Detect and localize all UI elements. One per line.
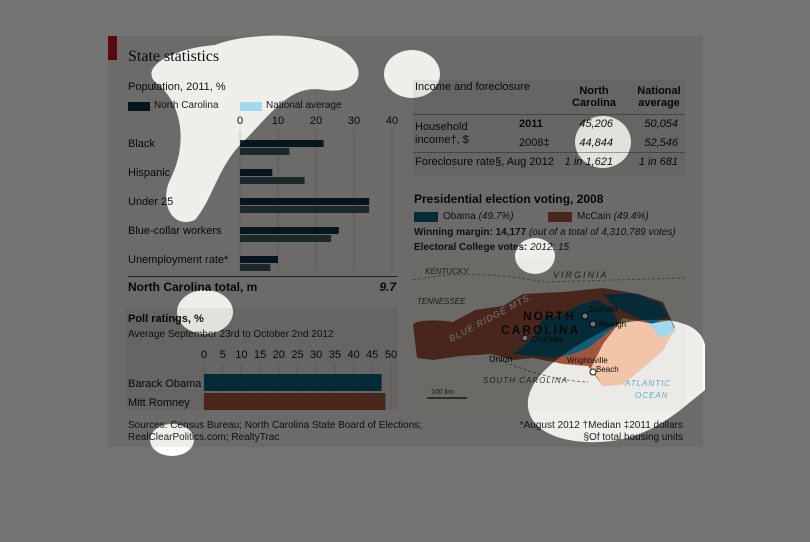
ec-label: Electoral College votes: xyxy=(414,242,528,253)
income-year-2011: 2011 xyxy=(519,118,543,130)
income-rule xyxy=(413,114,685,115)
pop-bar xyxy=(240,264,271,271)
legend-label-mccain: McCain xyxy=(577,211,611,222)
margin-note: (out of a total of 4,310,789 votes) xyxy=(528,227,676,238)
income-national-2008: 52,546 xyxy=(644,137,678,149)
pop-bar xyxy=(240,148,290,155)
total-value: 9.7 xyxy=(379,280,396,294)
legend-label-nc: North Carolina xyxy=(154,100,219,111)
income-year-2008: 2008‡ xyxy=(519,137,550,149)
nc-map: KENTUCKY VIRGINIA TENNESSEE BLUE RIDGE M… xyxy=(413,258,685,410)
population-heading: Population, 2011, % xyxy=(128,81,226,93)
pop-bar xyxy=(240,140,324,147)
pop-tick-label: 40 xyxy=(386,115,398,127)
pop-bar xyxy=(240,235,332,242)
pop-bar xyxy=(240,177,305,184)
label-wrightsville: Wrightsville xyxy=(567,356,608,365)
poll-tick-label: 5 xyxy=(220,349,226,361)
label-durham: Durham xyxy=(589,305,618,314)
legend-pct-mccain: (49.4%) xyxy=(613,211,649,222)
income-heading: Income and foreclosure xyxy=(415,81,530,93)
poll-category-label: Mitt Romney xyxy=(128,397,190,409)
income-col-nc: North Carolina xyxy=(571,85,616,109)
pop-bar xyxy=(240,206,370,213)
label-atlantic: ATLANTIC xyxy=(624,379,671,388)
label-north: NORTH xyxy=(523,309,576,323)
population-chart: 0 10 20 30 40 Black Hispanic Under 25 Blue-colla… xyxy=(128,115,398,271)
poll-tick-label: 50 xyxy=(385,349,397,361)
label-raleigh: Raleigh xyxy=(599,320,626,329)
durham-dot xyxy=(581,312,589,320)
pop-tick-label: 0 xyxy=(237,115,243,127)
poll-bar xyxy=(204,374,382,391)
poll-heading: Poll ratings, % xyxy=(128,313,204,325)
foreclosure-nc: 1 in 1,621 xyxy=(564,156,613,168)
label-charlotte: Charlotte xyxy=(531,335,564,344)
poll-subheading: Average September 23rd to October 2nd 20… xyxy=(128,329,334,340)
margin-label: Winning margin: 14,177 xyxy=(414,227,527,238)
legend-swatch-obama xyxy=(414,212,438,222)
accent-bar xyxy=(108,36,117,60)
election-heading: Presidential election voting, 2008 xyxy=(414,192,604,206)
poll-chart: 0 5 10 15 20 25 30 35 40 45 50 Barack Obama Mitt Rom… xyxy=(128,349,397,410)
poll-tick-label: 20 xyxy=(273,349,285,361)
pop-bar xyxy=(240,198,370,205)
legend-label-obama: Obama xyxy=(443,211,476,222)
ec-value: 2012: 15 xyxy=(530,242,570,253)
pop-category-label: Hispanic xyxy=(128,167,171,179)
label-virginia: VIRGINIA xyxy=(553,270,609,280)
pop-tick-label: 10 xyxy=(272,115,284,127)
legend-swatch-mccain xyxy=(548,212,572,222)
pop-category-label: Blue-collar workers xyxy=(128,225,222,237)
legend-pct-obama: (49.7%) xyxy=(478,211,514,222)
footnote1: *August 2012 †Median ‡2011 dollars xyxy=(519,420,683,431)
pop-category-label: Unemployment rate* xyxy=(128,254,229,266)
poll-tick-label: 45 xyxy=(366,349,378,361)
income-row-label: Household income†, $ xyxy=(415,121,469,146)
sources-line1: Sources: Census Bureau; North Carolina S… xyxy=(128,420,423,431)
label-kentucky: KENTUCKY xyxy=(425,267,469,276)
income-col-national: National average xyxy=(637,85,681,109)
income-rule xyxy=(413,152,685,153)
pop-category-label: Black xyxy=(128,138,155,150)
label-scale: 100 km xyxy=(431,389,454,396)
label-ocean: OCEAN xyxy=(635,391,668,400)
income-national-2011: 50,054 xyxy=(644,118,678,130)
label-south-carolina: SOUTH CAROLINA xyxy=(483,376,568,385)
label-union: Union xyxy=(489,354,513,364)
legend-swatch-national xyxy=(240,102,262,111)
legend-swatch-nc xyxy=(128,102,150,111)
poll-category-label: Barack Obama xyxy=(128,378,202,390)
footnote2: §Of total housing units xyxy=(583,432,683,443)
pop-bar xyxy=(240,256,278,263)
pop-bar xyxy=(240,169,273,176)
raleigh-dot xyxy=(589,320,597,328)
pop-tick-label: 30 xyxy=(348,115,360,127)
label-tennessee: TENNESSEE xyxy=(417,297,466,306)
legend-label-national: National average xyxy=(266,100,342,111)
pop-bar xyxy=(240,227,339,234)
poll-tick-label: 10 xyxy=(235,349,247,361)
infographic-panel: State statistics Population, 2011, % Nor… xyxy=(108,36,703,447)
total-label: North Carolina total, m xyxy=(128,280,258,294)
poll-tick-label: 40 xyxy=(347,349,359,361)
pop-category-label: Under 25 xyxy=(128,196,173,208)
poll-tick-label: 25 xyxy=(291,349,303,361)
income-nc-2008: 44,844 xyxy=(579,137,613,149)
label-beach: Beach xyxy=(596,365,619,374)
poll-tick-label: 15 xyxy=(254,349,266,361)
poll-tick-label: 35 xyxy=(329,349,341,361)
page-title: State statistics xyxy=(128,48,220,65)
foreclosure-national: 1 in 681 xyxy=(638,156,678,168)
poll-tick-label: 0 xyxy=(201,349,207,361)
divider xyxy=(128,276,398,277)
foreclosure-label: Foreclosure rate§, Aug 2012 xyxy=(415,156,554,168)
poll-tick-label: 30 xyxy=(310,349,322,361)
income-nc-2011: 45,206 xyxy=(579,118,613,130)
poll-bar xyxy=(204,393,386,410)
sources-line2: RealClearPolitics.com; RealtyTrac xyxy=(128,432,280,443)
pop-tick-label: 20 xyxy=(310,115,322,127)
